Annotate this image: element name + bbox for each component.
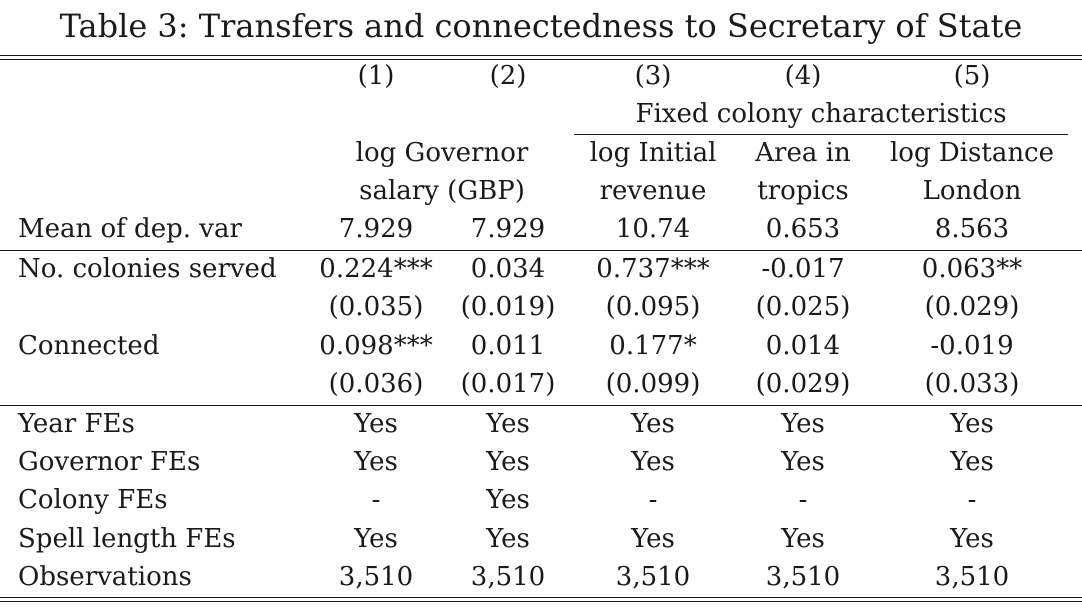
fe-spell-5: Yes xyxy=(950,524,994,554)
se-connected-3: (0.099) xyxy=(605,369,701,399)
dep-var-col4-line1: Area in xyxy=(755,138,851,168)
coef-colonies-4: -0.017 xyxy=(761,254,845,284)
dep-var-col3-line2: revenue xyxy=(599,176,707,206)
coef-colonies-5: 0.063** xyxy=(921,254,1023,284)
coef-colonies-1: 0.224*** xyxy=(319,254,433,284)
fe-spell-1: Yes xyxy=(354,524,398,554)
fe-row-label-spell: Spell length FEs xyxy=(18,524,236,554)
dep-var-col12-line2: salary (GBP) xyxy=(359,176,525,206)
fe-row-label-governor: Governor FEs xyxy=(18,447,201,477)
fe-governor-1: Yes xyxy=(354,447,398,477)
coef-connected-3: 0.177* xyxy=(609,331,697,361)
fe-spell-2: Yes xyxy=(486,524,530,554)
table-title: Table 3: Transfers and connectedness to … xyxy=(59,7,1023,45)
dep-var-col3-line1: log Initial xyxy=(589,138,717,168)
obs-2: 3,510 xyxy=(470,562,546,592)
coef-row-label-connected: Connected xyxy=(18,331,160,361)
fe-colony-2: Yes xyxy=(486,485,530,515)
se-connected-5: (0.033) xyxy=(924,369,1020,399)
fe-spell-4: Yes xyxy=(781,524,825,554)
se-connected-4: (0.029) xyxy=(755,369,851,399)
mid-rule-1 xyxy=(0,250,1082,252)
fe-colony-1: - xyxy=(371,485,381,515)
coef-connected-2: 0.011 xyxy=(470,331,546,361)
col-number-2: (2) xyxy=(489,61,527,91)
fe-year-1: Yes xyxy=(354,409,398,439)
mean-value-2: 7.929 xyxy=(470,214,546,244)
fe-year-3: Yes xyxy=(631,409,675,439)
dep-var-col5-line1: log Distance xyxy=(889,138,1055,168)
mean-value-1: 7.929 xyxy=(338,214,414,244)
se-colonies-4: (0.025) xyxy=(755,292,851,322)
dep-var-col12-line1: log Governor xyxy=(355,138,529,168)
mean-row-label: Mean of dep. var xyxy=(18,214,242,244)
se-colonies-3: (0.095) xyxy=(605,292,701,322)
group-header-rule xyxy=(574,134,1068,136)
mean-value-4: 0.653 xyxy=(765,214,841,244)
col-number-3: (3) xyxy=(634,61,672,91)
coef-colonies-3: 0.737*** xyxy=(596,254,710,284)
obs-1: 3,510 xyxy=(338,562,414,592)
se-colonies-1: (0.035) xyxy=(328,292,424,322)
fe-row-label-year: Year FEs xyxy=(18,409,135,439)
col-number-5: (5) xyxy=(953,61,991,91)
group-header: Fixed colony characteristics xyxy=(635,99,1007,129)
mean-value-5: 8.563 xyxy=(934,214,1010,244)
col-number-4: (4) xyxy=(784,61,822,91)
dep-var-col5-line2: London xyxy=(922,176,1022,206)
fe-governor-5: Yes xyxy=(950,447,994,477)
se-connected-1: (0.036) xyxy=(328,369,424,399)
bottom-rule-1 xyxy=(0,597,1082,599)
fe-governor-3: Yes xyxy=(631,447,675,477)
obs-row-label: Observations xyxy=(18,562,192,592)
bottom-rule-2 xyxy=(0,601,1082,603)
fe-row-label-colony: Colony FEs xyxy=(18,485,168,515)
top-rule-1 xyxy=(0,55,1082,57)
coef-connected-1: 0.098*** xyxy=(319,331,433,361)
mean-value-3: 10.74 xyxy=(615,214,691,244)
coef-row-label-colonies: No. colonies served xyxy=(18,254,277,284)
se-colonies-5: (0.029) xyxy=(924,292,1020,322)
fe-spell-3: Yes xyxy=(631,524,675,554)
obs-3: 3,510 xyxy=(615,562,691,592)
se-connected-2: (0.017) xyxy=(460,369,556,399)
obs-4: 3,510 xyxy=(765,562,841,592)
fe-colony-4: - xyxy=(798,485,808,515)
coef-connected-4: 0.014 xyxy=(765,331,841,361)
top-rule-2 xyxy=(0,59,1082,61)
se-colonies-2: (0.019) xyxy=(460,292,556,322)
fe-governor-4: Yes xyxy=(781,447,825,477)
coef-connected-5: -0.019 xyxy=(930,331,1014,361)
mid-rule-2 xyxy=(0,405,1082,407)
fe-colony-3: - xyxy=(648,485,658,515)
coef-colonies-2: 0.034 xyxy=(470,254,546,284)
obs-5: 3,510 xyxy=(934,562,1010,592)
fe-year-2: Yes xyxy=(486,409,530,439)
dep-var-col4-line2: tropics xyxy=(757,176,849,206)
fe-year-5: Yes xyxy=(950,409,994,439)
fe-year-4: Yes xyxy=(781,409,825,439)
fe-governor-2: Yes xyxy=(486,447,530,477)
col-number-1: (1) xyxy=(357,61,395,91)
fe-colony-5: - xyxy=(967,485,977,515)
